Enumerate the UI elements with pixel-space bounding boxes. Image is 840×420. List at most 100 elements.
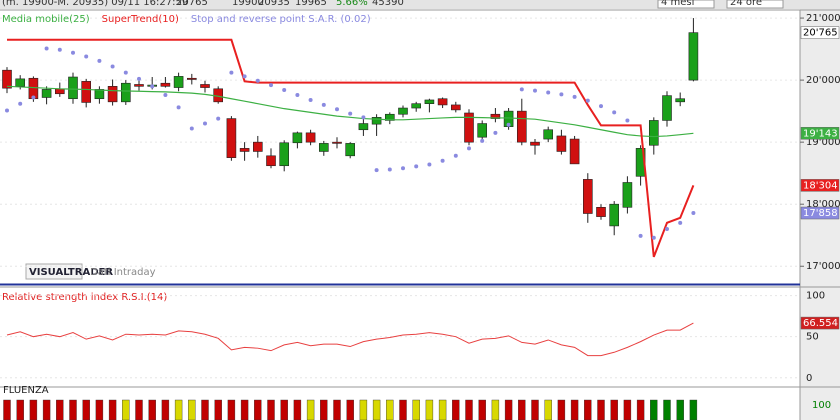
candle-body — [94, 89, 105, 100]
timeframe-text: 24 ore — [730, 0, 762, 8]
signal-bar — [570, 399, 579, 420]
sar-dot — [480, 138, 485, 143]
signal-bar — [174, 399, 183, 420]
sar-dot — [612, 110, 617, 115]
sar-dot — [295, 93, 300, 98]
candle-body — [516, 110, 527, 143]
last-value-label: 18'304 — [803, 180, 838, 191]
candle-body — [464, 112, 474, 143]
y-tick-label: 21'000 — [806, 13, 840, 24]
sar-dot — [546, 90, 551, 95]
sar-dot — [255, 78, 260, 83]
sar-dot — [229, 70, 234, 75]
candle-body — [450, 104, 461, 111]
sar-dot — [44, 46, 49, 51]
candle-body — [490, 113, 501, 119]
candle-body — [530, 141, 540, 146]
signal-bar — [623, 399, 632, 420]
candle-body — [253, 141, 263, 152]
signal-bar — [333, 399, 341, 420]
signal-bar — [293, 399, 302, 420]
header-range: (m. 19900-M. 20935) 09/11 16:27:59 — [2, 0, 188, 8]
signal-bar — [438, 399, 447, 420]
sar-dot — [5, 108, 9, 113]
sar-dot — [282, 88, 287, 93]
candle-body — [543, 129, 554, 140]
sar-dot — [321, 102, 326, 107]
y-tick-label: 100 — [806, 291, 825, 302]
indicator-line — [6, 85, 694, 138]
candle-body — [54, 88, 65, 95]
candle-body — [292, 132, 303, 144]
timeframe-select[interactable] — [726, 0, 784, 9]
sar-dot — [176, 105, 181, 110]
signal-bar — [650, 399, 658, 420]
candle-body — [41, 89, 52, 98]
candle-body — [424, 99, 435, 104]
candle-body — [556, 135, 567, 152]
signal-bar — [82, 399, 90, 420]
last-value-label: 20'765 — [803, 28, 838, 39]
candle-body — [68, 76, 78, 100]
sar-dot — [110, 64, 115, 69]
candle-body — [411, 103, 422, 109]
signal-bar — [29, 399, 38, 420]
sar-dot — [348, 111, 353, 116]
last-value-box — [800, 127, 840, 140]
candle-body — [173, 76, 184, 88]
signal-bar — [227, 399, 236, 420]
rsi-title: Relative strength index R.S.I.(14) — [2, 292, 167, 303]
candle-body — [662, 95, 672, 121]
candle-body — [358, 123, 369, 131]
candle-body — [596, 207, 606, 217]
last-value-label: 66.554 — [803, 318, 838, 329]
sar-dot — [506, 122, 511, 127]
signal-bar — [346, 399, 354, 420]
watermark: VISUALTRADER — [29, 267, 113, 278]
signal-bar — [689, 399, 698, 420]
legend-entry: SuperTrend(10) — [102, 14, 179, 25]
signal-bar — [597, 399, 605, 420]
signal-bar — [254, 399, 262, 420]
last-value-box — [800, 26, 840, 39]
period-text: 4 mesi — [661, 0, 694, 8]
header-open: 19900 — [232, 0, 264, 8]
signal-bar — [518, 399, 526, 420]
signal-bar — [69, 399, 77, 420]
sar-dot — [269, 83, 273, 88]
sar-dot — [374, 168, 379, 173]
header-last: 20765 — [176, 0, 208, 8]
signal-bar — [359, 399, 368, 420]
candle-body — [569, 138, 580, 165]
sar-dot — [335, 107, 339, 112]
candle-body — [648, 120, 659, 146]
source: Dati Intraday — [90, 267, 156, 278]
candle-body — [305, 132, 316, 143]
sar-dot — [401, 166, 405, 171]
sar-dot — [572, 94, 577, 99]
signal-bar — [240, 399, 249, 420]
header-volume: 45390 — [372, 0, 404, 8]
sar-dot — [150, 84, 155, 89]
candle-body — [2, 69, 12, 89]
y-tick-label: 19'000 — [806, 137, 840, 148]
candle-body — [134, 84, 144, 87]
signal-bar — [452, 399, 460, 420]
signal-bar — [42, 399, 51, 420]
sar-dot — [559, 92, 564, 97]
indicator-line — [7, 38, 695, 258]
period-select[interactable] — [657, 0, 715, 9]
candle-body — [15, 78, 25, 87]
signal-bar — [584, 399, 592, 420]
sar-dot — [414, 164, 419, 169]
signal-bar — [412, 399, 420, 420]
signal-bar — [306, 399, 315, 420]
candle-body — [688, 32, 699, 81]
candle-body — [622, 182, 633, 208]
candle-body — [332, 141, 342, 144]
sar-dot — [427, 162, 432, 167]
signal-bar — [201, 399, 209, 420]
signal-bar — [320, 399, 328, 420]
signal-bar — [214, 399, 222, 420]
